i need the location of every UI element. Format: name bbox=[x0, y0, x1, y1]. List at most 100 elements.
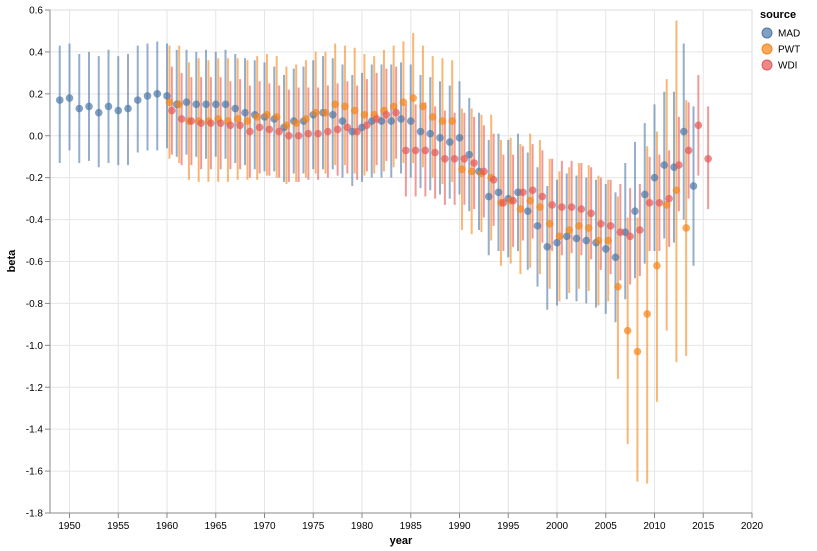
point-wdi bbox=[587, 209, 595, 218]
y-axis: 0.6 0.4 0.2 0.0 -0.2 -0.4 -0.6 -0.8 -1.0 -1.2 -1.4… bbox=[6, 6, 51, 520]
x-tick-label: 2020 bbox=[741, 521, 764, 532]
point-mad bbox=[611, 253, 620, 262]
point-mad bbox=[133, 96, 142, 104]
point-wdi bbox=[168, 106, 176, 115]
point-pwt bbox=[545, 219, 554, 228]
point-wdi bbox=[177, 115, 186, 123]
point-pwt bbox=[302, 115, 310, 123]
point-wdi bbox=[684, 146, 693, 155]
legend-items: MAD PWT WDI bbox=[761, 27, 800, 72]
point-wdi bbox=[285, 131, 293, 140]
point-pwt bbox=[565, 226, 573, 234]
point-wdi bbox=[558, 203, 566, 211]
point-wdi bbox=[197, 119, 205, 127]
point-mad bbox=[533, 222, 542, 230]
point-wdi bbox=[548, 201, 556, 209]
point-wdi bbox=[616, 228, 625, 236]
point-pwt bbox=[623, 326, 632, 335]
point-mad bbox=[572, 234, 581, 243]
y-tick-label: 0.6 bbox=[29, 6, 43, 17]
point-mad bbox=[211, 100, 220, 109]
point-pwt bbox=[584, 224, 593, 232]
point-pwt bbox=[341, 102, 349, 111]
point-mad bbox=[416, 127, 425, 136]
x-tick-label: 1995 bbox=[497, 521, 520, 532]
point-pwt bbox=[292, 119, 300, 127]
point-wdi bbox=[441, 155, 449, 163]
point-wdi bbox=[431, 148, 439, 157]
point-pwt bbox=[555, 232, 564, 241]
y-tick-label: -1.8 bbox=[26, 509, 44, 520]
point-mad bbox=[562, 232, 571, 241]
point-wdi bbox=[294, 131, 303, 140]
legend: source MAD PWT WDI bbox=[760, 9, 800, 72]
point-pwt bbox=[233, 115, 242, 123]
point-mad bbox=[94, 108, 103, 117]
point-mad bbox=[397, 115, 405, 123]
x-axis: 1950 1955 1960 1965 1970 1975 1980 1985 1990 1995… bbox=[50, 512, 764, 547]
point-mad bbox=[601, 245, 610, 253]
error-bars bbox=[58, 20, 710, 484]
point-pwt bbox=[516, 205, 525, 213]
point-wdi bbox=[450, 155, 459, 163]
x-tick-label: 1980 bbox=[351, 521, 374, 532]
point-pwt bbox=[428, 113, 437, 121]
point-mad bbox=[104, 102, 113, 111]
point-wdi bbox=[470, 159, 478, 167]
point-mad bbox=[494, 188, 503, 197]
point-wdi bbox=[597, 219, 605, 228]
x-tick-label: 1975 bbox=[302, 521, 325, 532]
point-mad bbox=[455, 134, 464, 142]
point-wdi bbox=[382, 110, 391, 119]
point-pwt bbox=[272, 113, 281, 121]
point-mad bbox=[143, 92, 152, 100]
y-axis-title: beta bbox=[6, 249, 18, 273]
y-tick-label: -0.4 bbox=[26, 215, 44, 226]
point-wdi bbox=[402, 146, 410, 155]
point-wdi bbox=[343, 123, 352, 132]
point-wdi bbox=[704, 155, 712, 163]
legend-label-pwt: PWT bbox=[778, 45, 800, 56]
point-mad bbox=[182, 98, 191, 107]
point-mad bbox=[85, 102, 93, 111]
point-pwt bbox=[419, 102, 427, 111]
point-pwt bbox=[175, 100, 183, 109]
y-tick-label: -0.2 bbox=[26, 173, 44, 184]
point-pwt bbox=[282, 121, 291, 130]
point-mad bbox=[484, 192, 493, 201]
point-wdi bbox=[265, 125, 274, 134]
point-wdi bbox=[187, 117, 196, 125]
y-tick-label: -1.4 bbox=[26, 425, 44, 436]
point-wdi bbox=[606, 222, 615, 230]
point-mad bbox=[231, 104, 240, 113]
point-wdi bbox=[207, 119, 215, 127]
point-pwt bbox=[653, 261, 661, 270]
point-wdi bbox=[421, 146, 430, 155]
y-tick-label: -1.6 bbox=[26, 467, 44, 478]
point-wdi bbox=[216, 119, 225, 127]
legend-symbol-pwt bbox=[761, 43, 773, 55]
point-wdi bbox=[314, 129, 322, 138]
x-ticks: 1950 1955 1960 1965 1970 1975 1980 1985 1990 1995… bbox=[58, 513, 764, 532]
point-pwt bbox=[438, 117, 447, 125]
point-mad bbox=[75, 104, 84, 113]
point-wdi bbox=[499, 199, 508, 207]
x-tick-label: 1950 bbox=[58, 521, 81, 532]
legend-label-wdi: WDI bbox=[778, 61, 797, 72]
point-wdi bbox=[538, 192, 547, 201]
point-mad bbox=[406, 117, 415, 125]
point-mad bbox=[338, 117, 347, 125]
legend-symbol-mad bbox=[761, 27, 773, 39]
y-ticks: 0.6 0.4 0.2 0.0 -0.2 -0.4 -0.6 -0.8 -1.0 -1.2 -1.4… bbox=[26, 6, 50, 520]
point-pwt bbox=[458, 165, 466, 174]
point-pwt bbox=[575, 222, 583, 230]
point-wdi bbox=[324, 127, 332, 136]
x-tick-label: 1965 bbox=[205, 521, 228, 532]
x-tick-label: 2015 bbox=[692, 521, 715, 532]
legend-symbol-wdi bbox=[761, 59, 773, 71]
point-wdi bbox=[411, 146, 420, 155]
y-tick-label: 0.0 bbox=[29, 131, 43, 142]
x-tick-label: 2010 bbox=[643, 521, 666, 532]
point-mad bbox=[114, 106, 123, 115]
point-wdi bbox=[246, 127, 254, 136]
